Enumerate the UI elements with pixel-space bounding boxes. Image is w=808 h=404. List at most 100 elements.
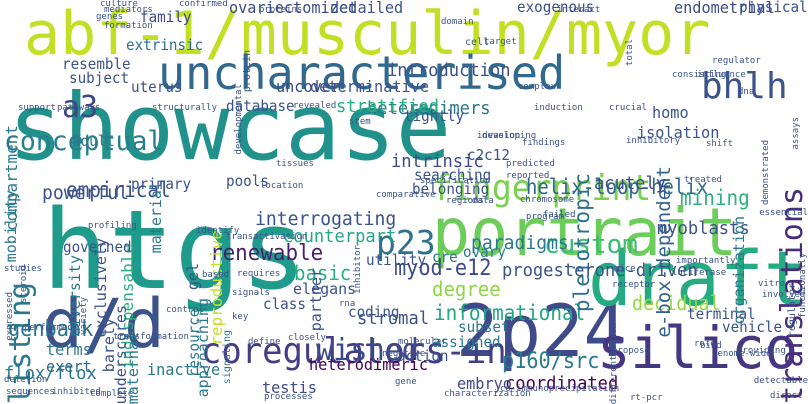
word-144: treated	[684, 175, 722, 185]
word-120: complex	[518, 82, 556, 92]
word-170: performed	[24, 323, 73, 333]
word-173: closely	[288, 333, 326, 343]
word-116: total	[625, 39, 635, 67]
word-30: degree	[432, 277, 501, 301]
word-81: governed	[63, 238, 132, 256]
word-64: uterus	[131, 78, 183, 96]
word-162: expressed	[5, 292, 15, 341]
word-107: confirmed	[179, 0, 228, 9]
word-139: location	[260, 181, 304, 191]
word-9: silico	[597, 314, 799, 382]
word-62: family	[140, 8, 192, 26]
word-84: elegans	[293, 280, 357, 298]
word-99: gel	[184, 263, 202, 291]
word-176: propose	[612, 346, 650, 356]
word-127: revealed	[293, 101, 337, 111]
word-149: chromosome	[520, 195, 575, 205]
word-97: ovary	[463, 243, 506, 261]
word-174: negative	[382, 349, 426, 359]
word-187: characterization	[444, 389, 531, 399]
word-93: assigned	[432, 333, 501, 351]
word-96: terminal	[687, 305, 756, 323]
word-68: database	[226, 97, 295, 115]
word-22: informational	[434, 301, 586, 325]
word-39: paradigms	[471, 232, 569, 254]
word-160: importantly	[676, 256, 736, 266]
word-189: co-immunoprecipitation	[500, 384, 620, 394]
word-38: interrogating	[255, 208, 397, 230]
word-113: developmental	[234, 84, 244, 155]
word-188: gene	[395, 377, 417, 387]
word-82: utility	[366, 251, 427, 269]
word-58: uncover	[276, 77, 341, 96]
word-134: predicted	[506, 159, 555, 169]
word-119: influence	[697, 70, 746, 80]
word-191: detectable	[753, 376, 808, 386]
word-94: subset	[458, 318, 510, 336]
word-182: deletion	[4, 375, 48, 385]
word-179: role	[694, 339, 716, 349]
word-70: searching	[414, 166, 492, 184]
word-92: action	[397, 347, 449, 365]
word-130: findings	[522, 138, 566, 148]
word-59: determinative	[310, 77, 429, 96]
word-76: pools	[226, 172, 269, 190]
word-11: fingerprint	[432, 168, 652, 209]
word-159: receptor	[612, 280, 656, 290]
word-5: portrait	[432, 194, 738, 271]
word-32: intrinsic	[391, 151, 484, 172]
word-105: culture	[100, 0, 138, 9]
word-104: protein	[242, 50, 253, 93]
word-33: stromal	[357, 308, 430, 329]
word-10: coregulators-in	[201, 331, 507, 372]
word-132: inhibitory	[626, 136, 681, 146]
word-52: embryo	[457, 374, 512, 393]
word-79: material	[147, 181, 165, 254]
word-7: draft	[588, 234, 808, 323]
word-43: acutely	[594, 173, 667, 194]
word-26: p160/src	[502, 349, 600, 374]
word-47: terms	[46, 340, 92, 359]
word-3: abf-1/musculin/myor	[24, 0, 711, 69]
word-27: decidual	[632, 291, 721, 315]
word-121: induction	[534, 103, 583, 113]
word-74: mobility	[2, 190, 20, 263]
word-147: requires	[237, 269, 281, 279]
word-165: key	[232, 312, 249, 322]
word-167: vitro	[758, 279, 786, 289]
word-185: complete	[90, 389, 134, 399]
word-25: genbank	[8, 317, 94, 342]
word-115: target	[484, 37, 517, 47]
word-63: extrinsic	[126, 36, 204, 54]
word-169: functionally	[798, 253, 808, 319]
word-13: wished	[316, 333, 419, 368]
word-186: processes	[264, 392, 313, 402]
word-140: tissues	[276, 159, 314, 169]
word-45: progesterone-driven	[502, 260, 698, 281]
word-180: genome-wide	[712, 349, 772, 359]
word-41: counterpart	[283, 226, 397, 247]
word-125: pathways	[57, 103, 101, 113]
word-35: coordinated	[505, 373, 619, 394]
word-164: control	[166, 305, 204, 315]
word-124: support	[18, 103, 56, 113]
word-1: showcase	[8, 74, 452, 181]
word-6: 2p24	[456, 289, 626, 373]
word-54: detailed	[330, 0, 404, 17]
word-157: inhibitor	[353, 245, 363, 294]
word-40: myoblasts	[657, 218, 750, 239]
word-141: specification	[420, 176, 491, 186]
word-69: tightly	[404, 107, 465, 125]
word-42: powerful	[42, 182, 129, 204]
word-111: genes	[96, 12, 124, 22]
word-190: rt-pcr	[630, 393, 663, 403]
word-49: exert	[46, 357, 92, 376]
word-66: subject	[69, 69, 130, 87]
word-166: rna	[339, 299, 356, 309]
word-151: program	[526, 212, 564, 222]
word-98: cre	[432, 248, 458, 266]
word-155: based	[202, 270, 230, 280]
word-184: inhibited	[52, 387, 101, 397]
word-57: exogenous	[517, 0, 595, 16]
word-60: isolation	[637, 123, 720, 142]
